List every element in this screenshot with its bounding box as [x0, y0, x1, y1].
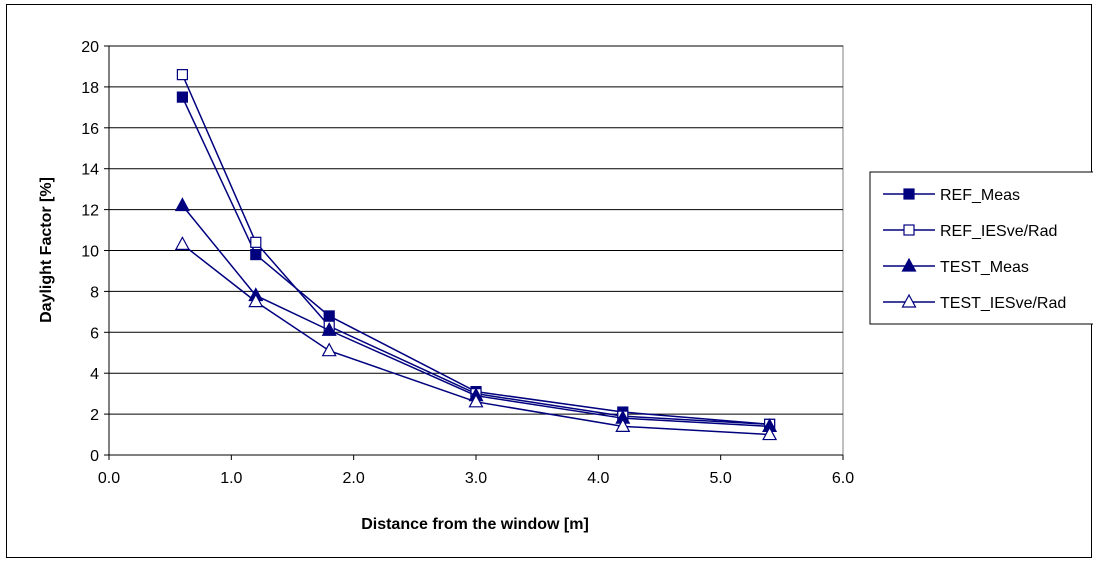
legend-label: REF_Meas	[940, 187, 1020, 204]
y-tick-label: 6	[90, 325, 99, 342]
legend-item: REF_IESve/Rad	[883, 223, 1057, 240]
legend-item: REF_Meas	[883, 187, 1020, 204]
series-line	[181, 205, 770, 428]
legend-label: REF_IESve/Rad	[940, 223, 1057, 240]
x-axis-title: Distance from the window [m]	[361, 516, 589, 533]
data-point	[250, 248, 262, 261]
data-point	[323, 310, 335, 322]
x-tick-label: 3.0	[465, 470, 487, 487]
y-tick-label: 10	[81, 244, 99, 261]
x-tick-label: 5.0	[710, 470, 732, 487]
legend-item: TEST_Meas	[883, 257, 1029, 276]
data-point	[176, 69, 188, 81]
x-tick-label: 0.0	[98, 470, 120, 487]
legend-item: TEST_IESve/Rad	[883, 293, 1066, 312]
chart-frame: 0 2 4 6 8 10 12 14 16 18 20 0.0 1.0 2.0 3.0 4.0 5.0 6.0 …	[6, 4, 1093, 558]
y-tick-label: 2	[90, 407, 99, 424]
series-line	[181, 74, 770, 426]
legend-marker	[901, 257, 917, 272]
data-point	[250, 236, 262, 248]
y-tick-label: 8	[90, 284, 99, 301]
legend-marker	[901, 293, 917, 308]
legend-marker	[903, 224, 915, 236]
y-tick-label: 0	[90, 448, 99, 465]
series-line	[181, 243, 770, 436]
y-tick-label: 14	[81, 162, 99, 179]
data-point	[174, 197, 190, 212]
x-tick-label: 6.0	[832, 470, 854, 487]
data-point	[321, 342, 337, 357]
x-tick-label: 2.0	[343, 470, 365, 487]
y-tick-label: 4	[90, 366, 99, 383]
data-point	[615, 418, 631, 432]
y-tick-label: 18	[81, 80, 99, 97]
series-line	[181, 96, 770, 426]
y-tick-label: 16	[81, 121, 99, 138]
legend-marker	[903, 188, 915, 200]
data-point	[174, 236, 190, 250]
data-point	[321, 321, 337, 336]
legend-label: TEST_IESve/Rad	[940, 295, 1066, 312]
data-point	[762, 426, 778, 441]
x-tick-label: 1.0	[220, 470, 242, 487]
series-test-iesve-rad	[174, 236, 778, 441]
data-point	[176, 91, 188, 103]
data-point	[248, 293, 264, 308]
legend-label: TEST_Meas	[940, 259, 1029, 276]
y-axis-title: Daylight Factor [%]	[38, 177, 55, 323]
y-tick-label: 20	[81, 39, 99, 56]
x-tick-label: 4.0	[587, 470, 609, 487]
y-tick-label: 12	[81, 203, 99, 220]
legend: REF_Meas REF_IESve/Rad TEST_Meas TEST_IESve…	[869, 171, 1093, 325]
data-point	[468, 393, 484, 408]
